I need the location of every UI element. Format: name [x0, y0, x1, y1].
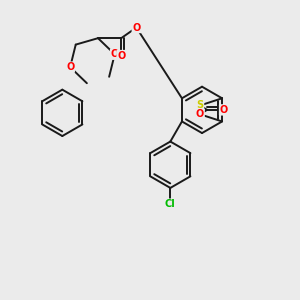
Text: O: O	[220, 105, 228, 115]
Text: O: O	[132, 22, 140, 32]
Text: Cl: Cl	[165, 199, 176, 209]
Text: S: S	[196, 100, 204, 110]
Text: O: O	[196, 109, 204, 119]
Text: O: O	[66, 62, 74, 72]
Text: O: O	[111, 49, 119, 59]
Text: O: O	[117, 51, 125, 61]
